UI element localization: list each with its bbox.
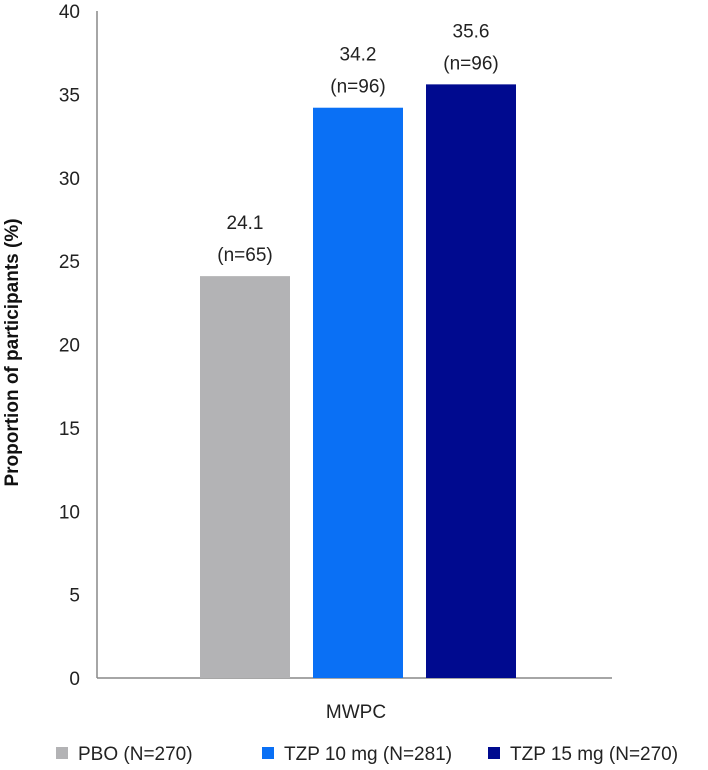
data-labels: 24.1 (n=65) 34.2 (n=96) 35.6 (n=96) [217,21,498,266]
data-label-value: 34.2 [340,45,377,66]
legend-swatch-3 [488,747,500,759]
bar-2 [313,107,403,679]
y-tick-label: 20 [59,336,80,357]
bar-1 [200,276,290,678]
legend-swatch-2 [262,747,274,759]
category-label-mwpc: MWPC [326,702,386,723]
y-tick-label: 0 [69,669,80,690]
data-label-n: (n=96) [330,77,385,98]
y-axis-label: Proportion of participants (%) [2,218,23,486]
data-label-value: 24.1 [227,213,264,234]
legend-swatch-1 [56,747,68,759]
y-axis-ticks: 0 5 10 15 20 25 30 35 40 [59,2,80,690]
data-label-n: (n=96) [443,53,498,74]
y-tick-label: 10 [59,502,80,523]
legend-label-1: PBO (N=270) [78,744,193,765]
y-tick-label: 40 [59,2,80,23]
legend-label-2: TZP 10 mg (N=281) [284,744,452,765]
bar-3 [426,84,516,679]
y-tick-label: 5 [69,586,80,607]
bars [200,84,516,679]
y-tick-label: 25 [59,252,80,273]
legend: PBO (N=270) TZP 10 mg (N=281) TZP 15 mg (N… [56,744,678,765]
legend-label-3: TZP 15 mg (N=270) [510,744,678,765]
data-label-n: (n=65) [217,245,272,266]
y-tick-label: 35 [59,85,80,106]
data-label-value: 35.6 [453,21,490,42]
y-tick-label: 30 [59,169,80,190]
y-tick-label: 15 [59,419,80,440]
